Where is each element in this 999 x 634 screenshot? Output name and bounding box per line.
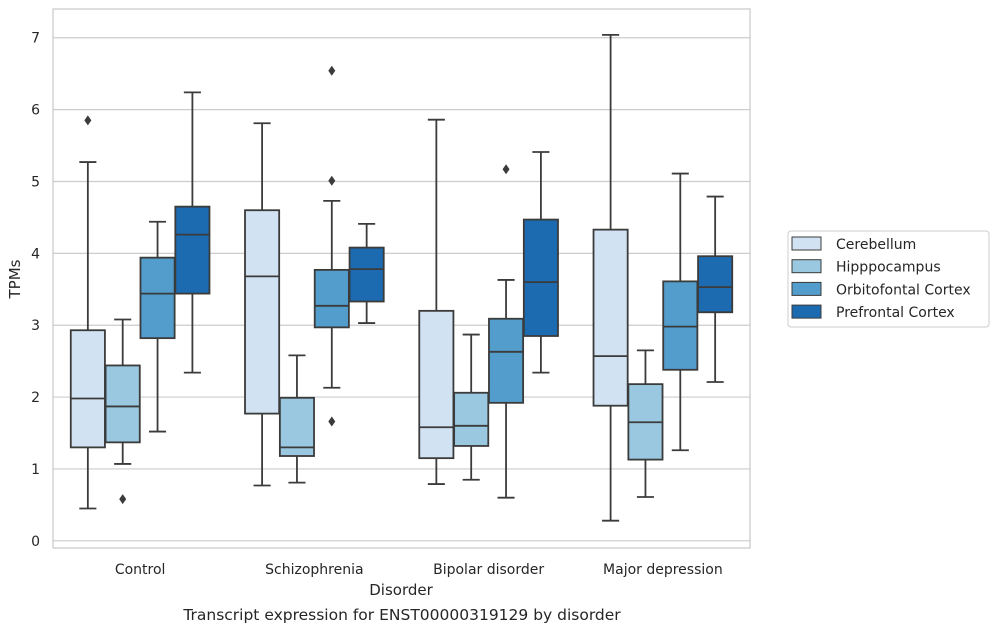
box-body bbox=[348, 246, 385, 303]
y-tick-label: 4 bbox=[31, 246, 40, 262]
legend-label: Orbitofontal Cortex bbox=[836, 282, 971, 298]
legend-label: Hipppocampus bbox=[836, 260, 941, 276]
y-tick-label: 1 bbox=[31, 462, 40, 478]
outlier-marker bbox=[328, 65, 336, 76]
box-body bbox=[174, 205, 211, 295]
y-axis-label: TPMs bbox=[6, 259, 24, 299]
box-body bbox=[244, 209, 281, 415]
box bbox=[627, 349, 664, 498]
legend-frame bbox=[787, 230, 990, 328]
legend: Cerebellum Hipppocampus Orbitofontal Corte… bbox=[787, 230, 990, 328]
y-tick-label: 2 bbox=[31, 390, 40, 406]
box bbox=[69, 115, 106, 510]
x-tick-label: Major depression bbox=[603, 562, 723, 578]
box bbox=[697, 195, 734, 383]
box-body bbox=[278, 396, 315, 457]
legend-label: Prefrontal Cortex bbox=[836, 305, 955, 321]
y-tick-label: 7 bbox=[31, 31, 40, 47]
box-body bbox=[453, 391, 490, 447]
x-axis-ticks: Control Schizophrenia Bipolar disorder Majo… bbox=[115, 562, 723, 578]
y-tick-label: 5 bbox=[31, 174, 40, 190]
x-tick-label: Bipolar disorder bbox=[433, 562, 544, 578]
outlier-marker bbox=[328, 416, 336, 427]
box-series bbox=[69, 33, 734, 522]
box bbox=[348, 222, 385, 324]
box-body bbox=[104, 364, 141, 444]
legend-swatch bbox=[791, 281, 822, 296]
outlier-marker bbox=[502, 164, 510, 175]
box-body bbox=[697, 255, 734, 314]
box-body bbox=[139, 256, 176, 340]
legend-swatch bbox=[791, 304, 822, 319]
y-tick-label: 0 bbox=[31, 534, 40, 550]
legend-swatch bbox=[791, 259, 822, 274]
box-body bbox=[418, 309, 455, 460]
box-body bbox=[592, 228, 629, 407]
box bbox=[139, 220, 176, 433]
box-body bbox=[488, 317, 525, 404]
x-tick-label: Schizophrenia bbox=[265, 562, 363, 578]
y-tick-label: 6 bbox=[31, 103, 40, 119]
box bbox=[278, 354, 315, 484]
box bbox=[592, 33, 629, 522]
box bbox=[244, 122, 281, 487]
box bbox=[313, 65, 350, 427]
outlier-marker bbox=[328, 175, 336, 186]
outlier-marker bbox=[84, 115, 92, 126]
x-tick-label: Control bbox=[115, 562, 166, 578]
chart-caption: Transcript expression for ENST0000031912… bbox=[183, 606, 621, 624]
legend-swatch bbox=[791, 236, 822, 251]
box bbox=[418, 118, 455, 485]
box bbox=[104, 318, 141, 505]
box-body bbox=[313, 268, 350, 329]
y-axis-ticks: 0 1 2 3 4 5 6 7 bbox=[31, 31, 40, 550]
box bbox=[522, 151, 559, 374]
outlier-marker bbox=[119, 494, 127, 505]
y-tick-label: 3 bbox=[31, 318, 40, 334]
x-axis-label: Disorder bbox=[369, 581, 433, 599]
box-body bbox=[522, 218, 559, 337]
box-body bbox=[69, 329, 106, 449]
box bbox=[453, 333, 490, 481]
box bbox=[174, 91, 211, 374]
box bbox=[662, 172, 699, 452]
box bbox=[488, 164, 525, 499]
legend-label: Cerebellum bbox=[836, 237, 916, 253]
plot-frame bbox=[52, 8, 751, 549]
box-body bbox=[662, 280, 699, 371]
